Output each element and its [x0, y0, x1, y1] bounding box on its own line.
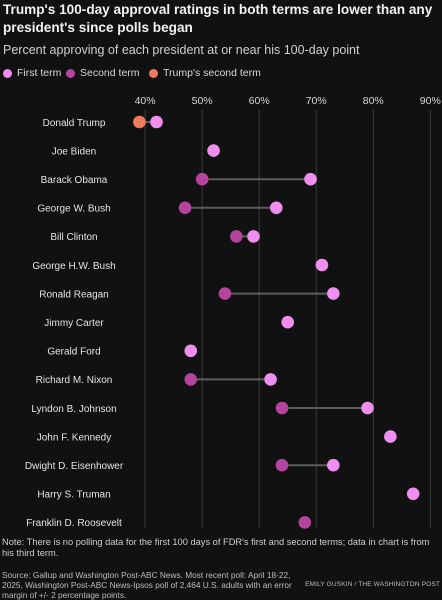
dot-second-term-lyndon-b-johnson: [276, 402, 289, 415]
dot-first-term-lyndon-b-johnson: [361, 402, 374, 415]
x-tick-label-60: 60%: [249, 95, 270, 107]
dot-second-term-richard-m-nixon: [184, 373, 197, 386]
row-label-bill-clinton: Bill Clinton: [50, 232, 97, 243]
row-label-george-w-bush: George W. Bush: [37, 204, 110, 215]
row-label-george-h-w-bush: George H.W. Bush: [32, 261, 115, 272]
legend-swatch-trump-second-term: [149, 69, 158, 78]
row-label-franklin-d-roosevelt: Franklin D. Roosevelt: [26, 518, 122, 529]
dot-second-term-barack-obama: [196, 173, 209, 186]
legend-item-second-term: Second term: [66, 67, 140, 79]
dot-second-term-bill-clinton: [230, 230, 243, 243]
row-label-donald-trump: Donald Trump: [43, 118, 106, 129]
dot-second-term-franklin-d-roosevelt: [299, 516, 312, 529]
dot-first-term-joe-biden: [207, 144, 220, 157]
row-label-lyndon-b-johnson: Lyndon B. Johnson: [31, 404, 116, 415]
dot-first-term-george-w-bush: [270, 202, 283, 215]
row-label-ronald-reagan: Ronald Reagan: [39, 289, 109, 300]
dot-first-term-jimmy-carter: [281, 316, 294, 329]
legend-label-trump-second-term: Trump's second term: [163, 67, 261, 79]
legend: First term Second term Trump's second te…: [3, 67, 439, 81]
x-tick-label-80: 80%: [363, 95, 384, 107]
legend-label-second-term: Second term: [80, 67, 140, 79]
chart-subtitle: Percent approving of each president at o…: [3, 42, 439, 58]
dot-first-term-gerald-ford: [184, 345, 197, 358]
dot-plot: 40% 50% 60% 70% 80% 90% Donald Trump Joe Biden B…: [0, 90, 442, 530]
row-label-harry-s-truman: Harry S. Truman: [37, 490, 110, 501]
dot-first-term-bill-clinton: [247, 230, 260, 243]
x-tick-label-50: 50%: [192, 95, 213, 107]
chart-note: Note: There is no polling data for the f…: [2, 537, 440, 559]
dot-first-term-john-f-kennedy: [384, 430, 397, 443]
dot-second-term-george-w-bush: [179, 202, 192, 215]
row-label-john-f-kennedy: John F. Kennedy: [37, 432, 112, 443]
dot-first-term-dwight-d-eisenhower: [327, 459, 340, 472]
legend-swatch-first-term: [3, 69, 12, 78]
dot-second-term-ronald-reagan: [219, 287, 232, 300]
legend-item-first-term: First term: [3, 67, 61, 79]
chart-source: Source: Gallup and Washington Post-ABC N…: [2, 570, 302, 600]
dot-first-term-george-h-w-bush: [316, 259, 329, 272]
dot-first-term-harry-s-truman: [407, 488, 420, 501]
row-label-dwight-d-eisenhower: Dwight D. Eisenhower: [25, 461, 124, 472]
chart-credit: EMILY GUSKIN / THE WASHINGTON POST: [305, 581, 440, 588]
row-label-joe-biden: Joe Biden: [52, 146, 96, 157]
x-tick-label-70: 70%: [306, 95, 327, 107]
legend-item-trump-second-term: Trump's second term: [149, 67, 261, 79]
chart-title: Trump's 100-day approval ratings in both…: [3, 1, 439, 37]
x-tick-label-40: 40%: [135, 95, 156, 107]
row-label-jimmy-carter: Jimmy Carter: [44, 318, 104, 329]
dot-first-term-ronald-reagan: [327, 287, 340, 300]
row-label-gerald-ford: Gerald Ford: [47, 347, 100, 358]
row-label-richard-m-nixon: Richard M. Nixon: [36, 375, 113, 386]
dot-first-term-barack-obama: [304, 173, 317, 186]
legend-label-first-term: First term: [17, 67, 61, 79]
dot-second-term-dwight-d-eisenhower: [276, 459, 289, 472]
legend-swatch-second-term: [66, 69, 75, 78]
dot-first-term-richard-m-nixon: [264, 373, 277, 386]
dot-first-term-donald-trump: [150, 116, 163, 129]
row-label-barack-obama: Barack Obama: [41, 175, 108, 186]
x-tick-label-90: 90%: [420, 95, 441, 107]
dot-trump-second-term-donald-trump: [133, 116, 146, 129]
